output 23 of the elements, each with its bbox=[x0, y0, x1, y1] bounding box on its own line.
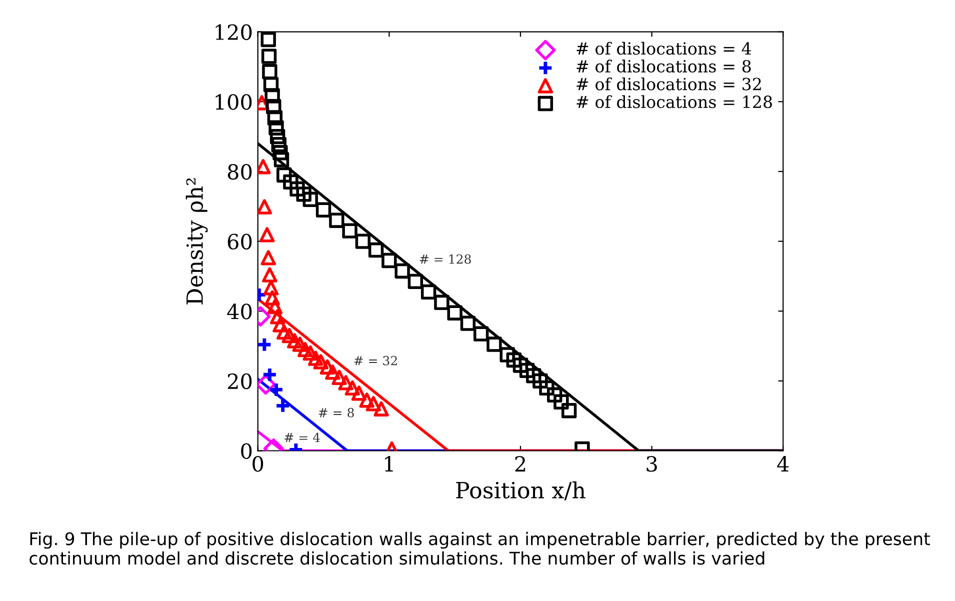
y-tick-label: 80 bbox=[228, 164, 252, 180]
x-tick-label: 0 bbox=[252, 456, 264, 472]
y-axis-title: Density ρh² bbox=[186, 178, 208, 304]
caption: Fig. 9 The pile-up of positive dislocation walls against an impenetrable barrier, predicted by the present continuum model and discrete dislocation simulations. The number of walls is varied bbox=[30, 532, 930, 565]
y-tick-label: 0 bbox=[241, 443, 252, 459]
y-tick-label: 100 bbox=[216, 94, 252, 110]
y-tick-label: 40 bbox=[227, 304, 252, 320]
x-tick-label: 2 bbox=[515, 456, 526, 472]
x-tick-label: 4 bbox=[777, 456, 789, 472]
annotation: # = 8 bbox=[318, 408, 354, 418]
x-axis-title: Position x/h bbox=[456, 481, 586, 500]
x-tick-label: 3 bbox=[646, 456, 657, 472]
y-tick-label: 60 bbox=[228, 234, 252, 250]
legend-label: # of dislocations = 4 bbox=[576, 42, 752, 55]
legend-label: # of dislocations = 8 bbox=[576, 60, 751, 73]
annotation: # = 128 bbox=[420, 254, 471, 264]
y-tick-label: 120 bbox=[216, 24, 252, 40]
annotation: # = 4 bbox=[284, 432, 320, 442]
legend-label: # of dislocations = 32 bbox=[576, 77, 761, 90]
legend-label: # of dislocations = 128 bbox=[576, 95, 772, 108]
annotation: # = 32 bbox=[354, 356, 397, 366]
x-tick-label: 1 bbox=[385, 456, 393, 472]
y-tick-label: 20 bbox=[228, 373, 252, 390]
